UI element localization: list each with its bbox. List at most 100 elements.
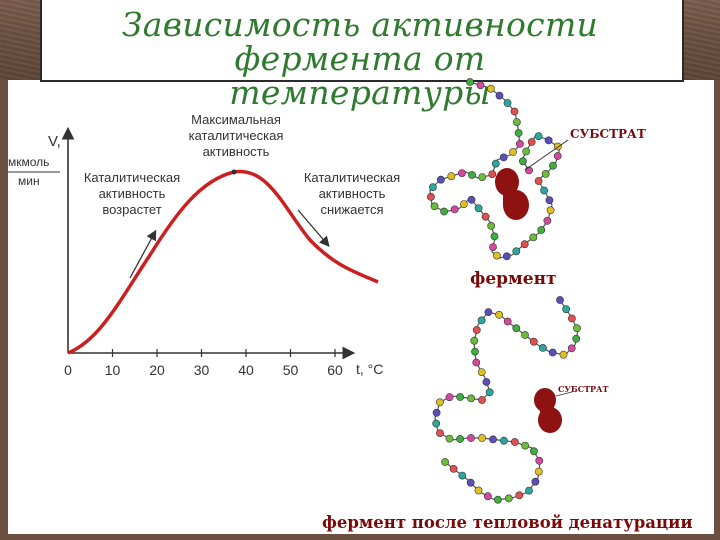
amino-acid-bead xyxy=(559,350,568,359)
slide-title: Зависимость активности фермента от темпе… xyxy=(40,8,680,110)
amino-acid-bead xyxy=(530,447,538,456)
amino-acid-bead xyxy=(548,348,557,357)
amino-acid-bead xyxy=(495,91,504,100)
x-tick-label: 30 xyxy=(194,362,210,378)
amino-acid-bead xyxy=(432,419,441,428)
amino-acid-bead xyxy=(513,118,521,126)
amino-acid-bead xyxy=(477,316,486,325)
amino-acid-bead xyxy=(534,467,543,476)
amino-acid-bead xyxy=(449,464,458,473)
amino-acid-bead xyxy=(525,166,533,175)
x-tick-label: 10 xyxy=(105,362,121,378)
annotation-fall: Каталитическая активность снижается xyxy=(304,170,400,217)
x-tick-label: 40 xyxy=(238,362,254,378)
amino-acid-bead xyxy=(549,161,557,170)
title-box xyxy=(40,0,684,82)
amino-acid-bead xyxy=(477,368,486,376)
slide-frame-left xyxy=(0,80,8,540)
amino-acid-bead xyxy=(499,153,508,162)
amino-acid-bead xyxy=(489,435,497,444)
amino-acid-bead xyxy=(539,343,547,352)
y-unit-denominator: мин xyxy=(18,174,40,188)
amino-acid-bead xyxy=(436,175,445,184)
amino-acid-bead xyxy=(436,429,444,437)
amino-acid-bead xyxy=(553,152,562,160)
slide-frame-bottom xyxy=(0,534,720,540)
amino-acid-bead xyxy=(512,324,521,333)
annotation-rise: Каталитическая активность возрастет xyxy=(84,170,180,217)
amino-acid-bead xyxy=(544,136,553,145)
substrate-label-bottom: СУБСТРАТ xyxy=(558,384,609,394)
amino-acid-bead xyxy=(470,336,479,345)
annotation-peak-line-3: активность xyxy=(203,144,270,159)
activity-curve xyxy=(67,169,379,355)
amino-acid-bead xyxy=(459,200,468,208)
amino-acid-bead xyxy=(491,159,500,168)
x-tick-label: 50 xyxy=(283,362,299,378)
amino-acid-bead xyxy=(430,202,439,211)
peak-point xyxy=(231,169,237,175)
amino-acid-bead xyxy=(489,243,497,251)
annotation-peak-line-1: Максимальная xyxy=(191,112,281,127)
amino-acid-bead xyxy=(466,78,474,86)
annotation-rise-line-3: возрастет xyxy=(102,202,161,217)
x-tick-label: 20 xyxy=(149,362,165,378)
amino-acid-bead xyxy=(510,107,519,116)
amino-acid-bead xyxy=(520,240,529,249)
amino-acid-bead xyxy=(468,171,476,179)
annotation-fall-line-1: Каталитическая xyxy=(304,170,400,185)
amino-acid-bead xyxy=(467,434,475,442)
amino-acid-bead xyxy=(492,251,501,260)
amino-acid-bead xyxy=(545,196,554,205)
amino-acid-bead xyxy=(504,494,513,503)
amino-acid-bead xyxy=(484,308,493,316)
amino-acid-bead xyxy=(535,456,544,465)
amino-acid-bead xyxy=(514,129,523,137)
annotation-fall-line-3: снижается xyxy=(320,202,383,217)
amino-acid-bead xyxy=(546,206,555,215)
amino-acid-bead xyxy=(510,438,519,446)
x-ticks: 0 10 20 30 40 50 60 xyxy=(64,349,343,378)
amino-acid-bead xyxy=(515,491,524,500)
substrate-top-pointer xyxy=(524,139,569,171)
amino-acid-bead xyxy=(572,334,581,343)
amino-acid-bead xyxy=(503,99,512,107)
amino-acid-bead xyxy=(488,170,497,178)
amino-acid-bead xyxy=(534,177,543,185)
amino-acid-bead xyxy=(458,471,467,480)
amino-acid-bead xyxy=(531,477,540,486)
amino-acid-bead xyxy=(478,434,486,442)
amino-acid-bead xyxy=(573,324,581,333)
amino-acid-bead xyxy=(502,252,511,261)
amino-acid-bead xyxy=(512,247,521,256)
amino-acid-bead xyxy=(521,441,530,450)
amino-acid-bead xyxy=(490,232,499,241)
amino-acid-bead xyxy=(435,398,444,407)
amino-acid-bead xyxy=(525,486,533,495)
amino-acid-bead xyxy=(519,157,527,166)
substrate-bottom xyxy=(534,388,562,433)
amino-acid-bead xyxy=(457,169,466,177)
amino-acid-bead xyxy=(568,314,576,323)
amino-acid-bead xyxy=(556,296,564,304)
amino-acid-bead xyxy=(529,233,538,242)
amino-acid-bead xyxy=(493,495,502,504)
amino-acid-bead xyxy=(474,486,483,495)
amino-acid-bead xyxy=(432,408,441,417)
amino-acid-bead xyxy=(481,212,490,221)
amino-acid-bead xyxy=(534,132,543,140)
amino-acid-bead xyxy=(467,394,475,403)
amino-acid-bead xyxy=(447,172,456,181)
x-axis-label: t, °C xyxy=(356,361,383,377)
amino-acid-bead xyxy=(440,207,448,216)
substrate-top xyxy=(495,168,529,220)
amino-acid-bead xyxy=(456,393,465,401)
amino-acid-bead xyxy=(441,458,449,466)
denatured-enzyme: СУБСТРАТ фермент после тепловой денатура… xyxy=(322,296,693,532)
amino-acid-bead xyxy=(450,205,459,214)
amino-acid-bead xyxy=(503,317,512,326)
amino-acid-bead xyxy=(426,192,435,201)
title-line-1: Зависимость активности фермента от xyxy=(121,5,599,78)
amino-acid-bead xyxy=(471,347,479,356)
